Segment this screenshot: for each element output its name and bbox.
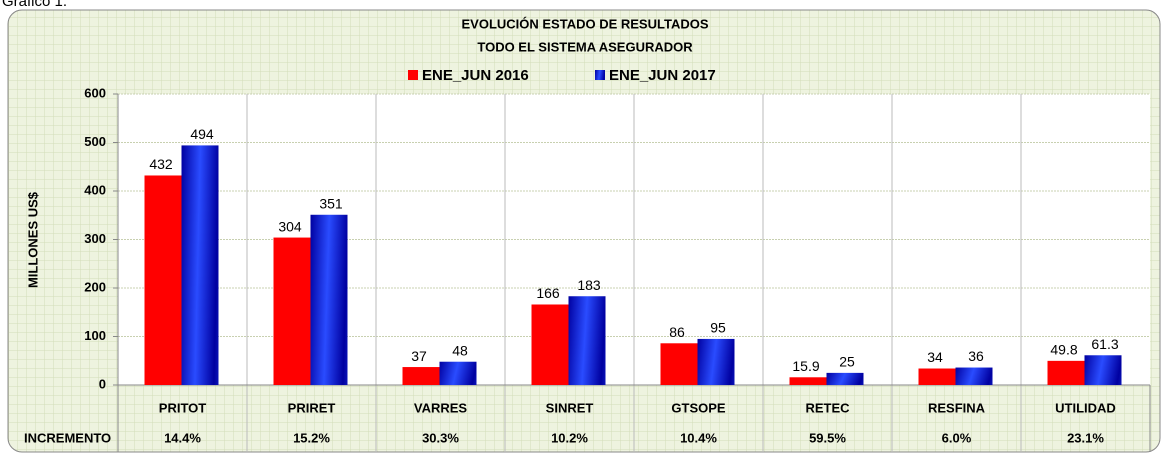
increment-value: 30.3%	[422, 430, 459, 445]
x-tick-label: VARRES	[414, 400, 468, 415]
bar	[144, 175, 182, 385]
bar	[181, 145, 219, 385]
bar	[273, 237, 311, 385]
data-label: 15.9	[792, 358, 819, 374]
increment-value: 6.0%	[942, 430, 972, 445]
legend-label: ENE_JUN 2016	[422, 67, 529, 84]
increment-value: 15.2%	[293, 430, 330, 445]
data-label: 166	[536, 285, 560, 301]
x-tick-label: PRIRET	[288, 400, 336, 415]
x-tick-label: PRITOT	[159, 400, 206, 415]
x-tick-label: RESFINA	[928, 400, 986, 415]
legend-swatch	[408, 70, 418, 80]
y-axis-label: MILLONES US$	[25, 191, 40, 288]
data-label: 37	[411, 348, 427, 364]
bar	[402, 367, 440, 385]
data-label: 351	[319, 195, 343, 211]
x-tick-label: GTSOPE	[671, 400, 726, 415]
bar	[310, 214, 348, 385]
chart-title: EVOLUCIÓN ESTADO DE RESULTADOS	[461, 16, 708, 31]
bar	[826, 372, 864, 385]
data-label: 304	[278, 218, 302, 234]
data-label: 34	[927, 349, 943, 365]
data-label: 86	[669, 324, 685, 340]
legend-label: ENE_JUN 2017	[609, 67, 716, 84]
y-tick-label: 600	[84, 85, 106, 100]
increment-value: 59.5%	[809, 430, 846, 445]
bar	[1047, 360, 1085, 385]
data-label: 494	[190, 126, 214, 142]
data-label: 61.3	[1091, 336, 1118, 352]
legend-swatch	[595, 70, 605, 80]
bar	[789, 377, 827, 385]
x-tick-label: SINRET	[546, 400, 594, 415]
increment-value: 10.2%	[551, 430, 588, 445]
data-label: 48	[452, 342, 468, 358]
increment-value: 23.1%	[1067, 430, 1104, 445]
data-label: 36	[968, 348, 984, 364]
increment-label: INCREMENTO	[24, 430, 111, 445]
bar	[531, 304, 569, 385]
increment-value: 10.4%	[680, 430, 717, 445]
y-tick-label: 200	[84, 279, 106, 294]
data-label: 25	[839, 354, 855, 370]
bar	[1084, 355, 1122, 385]
page-label: Gráfico 1.	[2, 0, 67, 10]
y-tick-label: 500	[84, 134, 106, 149]
y-tick-label: 100	[84, 328, 106, 343]
data-label: 95	[710, 320, 726, 336]
increment-value: 14.4%	[164, 430, 201, 445]
bar	[918, 368, 956, 385]
y-tick-label: 300	[84, 231, 106, 246]
data-label: 432	[149, 156, 173, 172]
x-tick-label: UTILIDAD	[1055, 400, 1116, 415]
bar	[439, 361, 477, 385]
chart-subtitle: TODO EL SISTEMA ASEGURADOR	[477, 39, 693, 54]
y-tick-label: 400	[84, 182, 106, 197]
y-tick-label: 0	[99, 376, 106, 391]
bar	[660, 343, 698, 385]
data-label: 49.8	[1050, 342, 1077, 358]
bar	[955, 367, 993, 385]
bar	[697, 338, 735, 385]
data-label: 183	[577, 277, 601, 293]
bar	[568, 296, 606, 385]
x-tick-label: RETEC	[805, 400, 850, 415]
